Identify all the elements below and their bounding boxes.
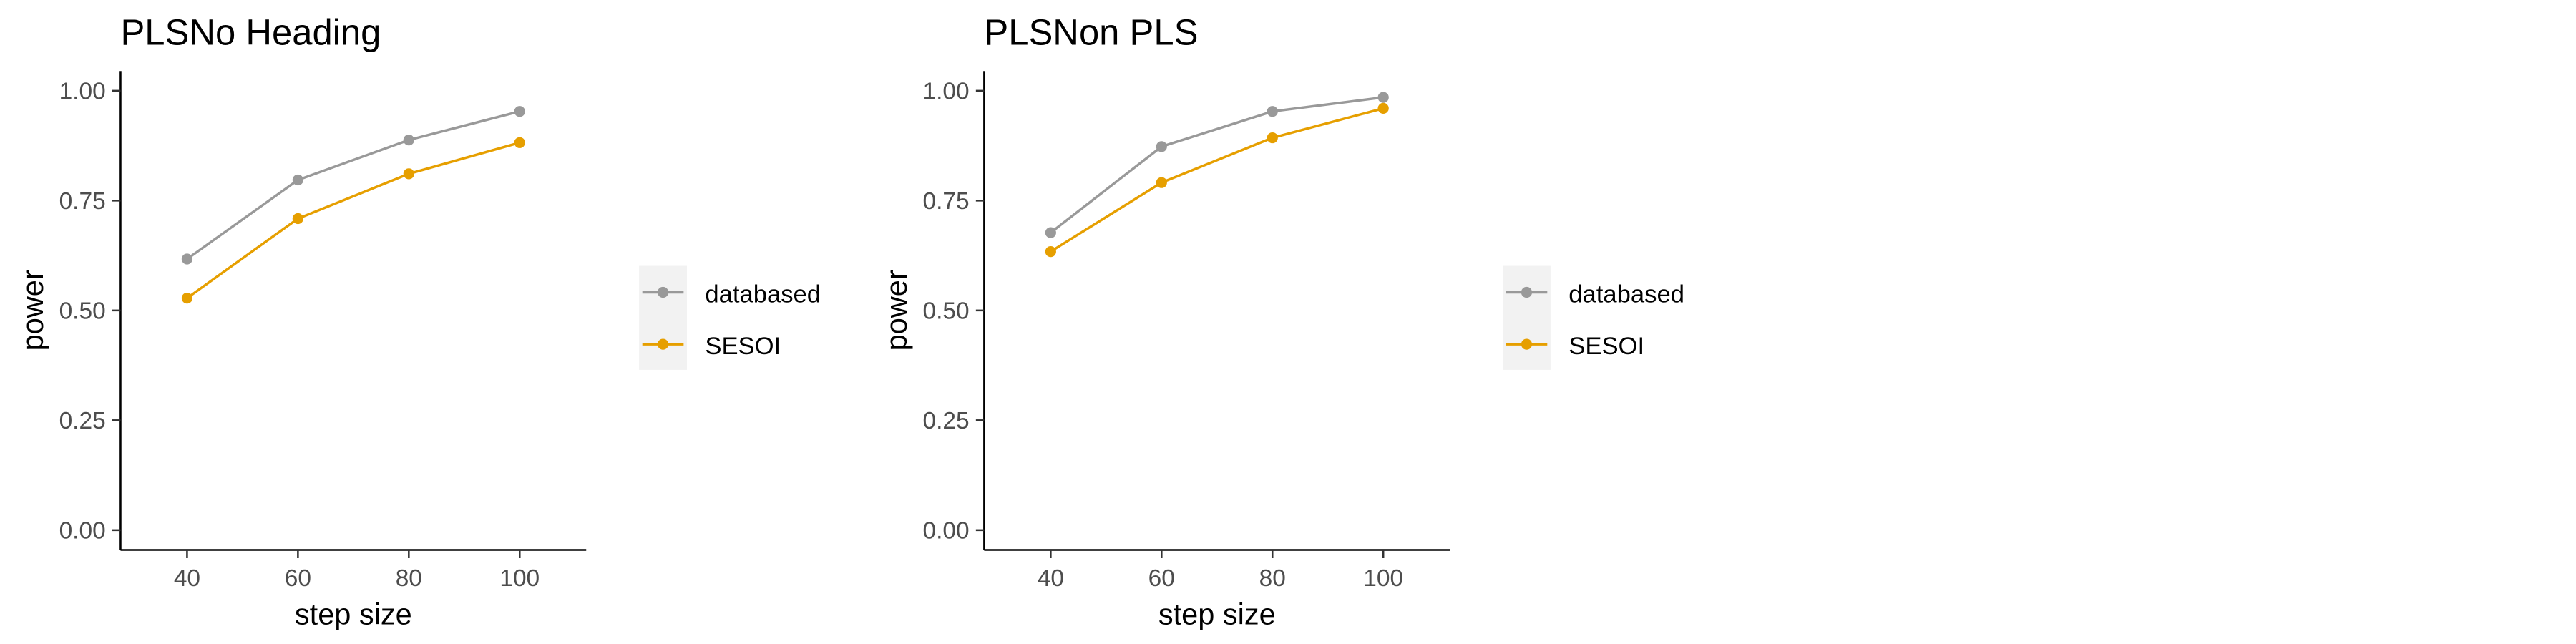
y-tick-label: 0.50 [922, 298, 969, 324]
data-point-SESOI [1267, 132, 1278, 144]
x-tick-label: 100 [499, 565, 540, 592]
data-point-databased [514, 106, 525, 117]
data-point-databased [181, 253, 193, 265]
data-point-SESOI [403, 168, 414, 180]
x-tick-label: 40 [1038, 565, 1064, 592]
legend-label: databased [705, 280, 821, 308]
y-tick-label: 0.75 [59, 188, 106, 215]
x-tick-label: 80 [396, 565, 422, 592]
legend-key-point [657, 338, 669, 350]
chart-title: PLSNo Heading [120, 11, 381, 52]
x-axis-title: step size [295, 597, 412, 630]
data-point-SESOI [1045, 245, 1056, 258]
series-line-databased [1050, 96, 1384, 234]
chart-panel-1: PLSNo Heading 0.00 0.25 0.50 0.75 1.00 40 60 80 1… [16, 11, 821, 630]
data-point-databased [1156, 141, 1167, 152]
y-axis-title: power [879, 270, 913, 351]
x-tick-label: 40 [174, 565, 200, 592]
data-point-databased [403, 135, 414, 146]
legend-key-point [657, 286, 669, 298]
series-line-SESOI [186, 141, 520, 300]
y-tick-label: 0.75 [922, 188, 969, 215]
data-point-SESOI [1156, 177, 1167, 188]
legend-label: SESOI [1568, 333, 1644, 360]
x-tick-label: 60 [285, 565, 311, 592]
series-line-databased [186, 110, 520, 260]
y-axis-title: power [16, 270, 49, 351]
data-point-SESOI [514, 137, 525, 148]
x-tick-label: 100 [1363, 565, 1403, 592]
chart-title: PLSNon PLS [984, 11, 1198, 52]
data-point-SESOI [181, 293, 193, 304]
legend-key-point [1521, 286, 1533, 298]
data-point-databased [292, 174, 303, 186]
data-point-databased [1377, 92, 1389, 103]
y-tick-label: 0.25 [922, 408, 969, 434]
legend-key-background [1503, 265, 1551, 370]
y-tick-label: 0.25 [59, 408, 106, 434]
y-tick-label: 0.50 [59, 298, 106, 324]
data-point-SESOI [292, 213, 303, 225]
y-tick-label: 1.00 [922, 78, 969, 104]
x-axis-title: step size [1158, 597, 1276, 630]
chart-panel-2: PLSNon PLS 0.00 0.25 0.50 0.75 1.00 40 60 80 100 s… [879, 11, 1684, 630]
data-point-SESOI [1377, 102, 1389, 114]
legend-label: databased [1568, 280, 1684, 308]
legend-key-point [1521, 338, 1533, 350]
y-tick-label: 1.00 [59, 78, 106, 104]
data-point-databased [1267, 106, 1278, 117]
x-tick-label: 80 [1259, 565, 1286, 592]
legend-label: SESOI [705, 333, 781, 360]
y-tick-label: 0.00 [59, 517, 106, 544]
legend-key-background [639, 265, 687, 370]
series-line-SESOI [1050, 107, 1384, 253]
data-point-databased [1045, 227, 1056, 238]
y-tick-label: 0.00 [922, 517, 969, 544]
x-tick-label: 60 [1148, 565, 1175, 592]
